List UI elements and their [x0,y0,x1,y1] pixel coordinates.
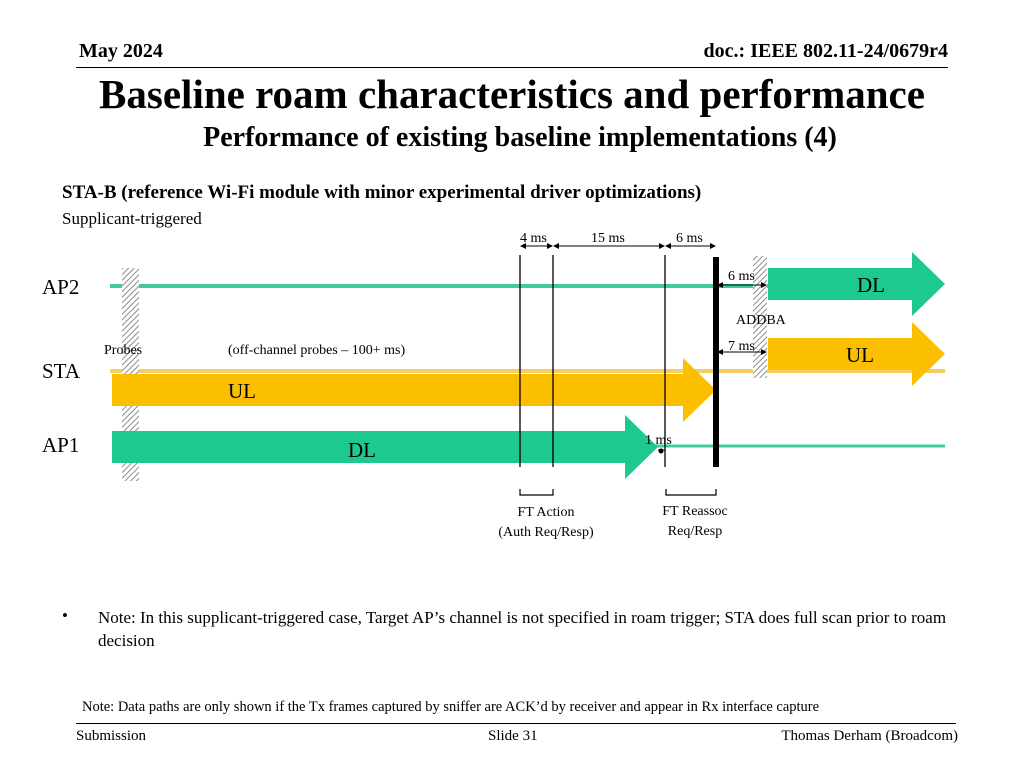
ap2-delay-label: 6 ms [728,269,755,284]
ap2-dl-arrow [768,252,945,316]
footer-submission: Submission [76,728,147,744]
ap2-dl-label: DL [857,273,885,297]
sta-ul-new-label: UL [846,343,874,367]
section-heading: STA-B (reference Wi-Fi module with minor… [62,182,702,203]
probes-label: Probes [104,343,142,358]
footer-author: Thomas Derham (Broadcom) [781,728,958,744]
t1-label: 4 ms [520,231,547,246]
t2-arrowhead-right [659,243,665,249]
slide-subtitle: Performance of existing baseline impleme… [203,122,837,153]
sta-ul-arrow-new [768,322,945,386]
sta-ul-arrow-old [112,358,716,422]
ft-action-line2: (Auth Req/Resp) [498,525,594,540]
sta-delay-head-left [717,349,723,355]
offchannel-label: (off-channel probes – 100+ ms) [228,343,405,358]
lane-label-sta: STA [42,359,81,383]
ft-reassoc-line1: FT Reassoc [662,504,727,519]
t3-arrowhead-right [710,243,716,249]
sta-delay-head-right [761,349,767,355]
ap1-dl-arrow [112,415,658,479]
t1-arrowhead-left [520,243,526,249]
section-subheading: Supplicant-triggered [62,209,202,228]
bullet-icon: • [62,606,68,625]
ft-reassoc-line2: Req/Resp [668,524,722,539]
note-bullet-text: Note: In this supplicant-triggered case,… [98,608,947,650]
footer-divider [76,723,956,724]
t2-label: 15 ms [591,231,625,246]
ft-action-bracket [519,489,554,496]
ft-reassoc-bracket [665,489,717,496]
header-doc-id: doc.: IEEE 802.11-24/0679r4 [703,40,948,62]
ap1-delay-dot [658,448,664,454]
t3-label: 6 ms [676,231,703,246]
header-divider [76,67,948,68]
header-date: May 2024 [79,40,163,62]
footer-note: Note: Data paths are only shown if the T… [82,699,820,715]
sta-ul-old-label: UL [228,379,256,403]
ap2-delay-head-right [761,282,767,288]
addba-label: ADDBA [736,313,787,328]
ft-action-line1: FT Action [518,505,575,520]
ap2-delay-head-left [717,282,723,288]
t3-arrowhead-left [665,243,671,249]
t1-arrowhead-right [547,243,553,249]
t2-arrowhead-left [553,243,559,249]
lane-label-ap2: AP2 [42,275,79,299]
footer-slide-number: Slide 31 [488,728,538,744]
slide-title: Baseline roam characteristics and perfor… [99,71,925,117]
sta-delay-label: 7 ms [728,339,755,354]
ap1-dl-label: DL [348,438,376,462]
lane-label-ap1: AP1 [42,433,79,457]
ap1-delay-label: 1 ms [645,433,672,448]
